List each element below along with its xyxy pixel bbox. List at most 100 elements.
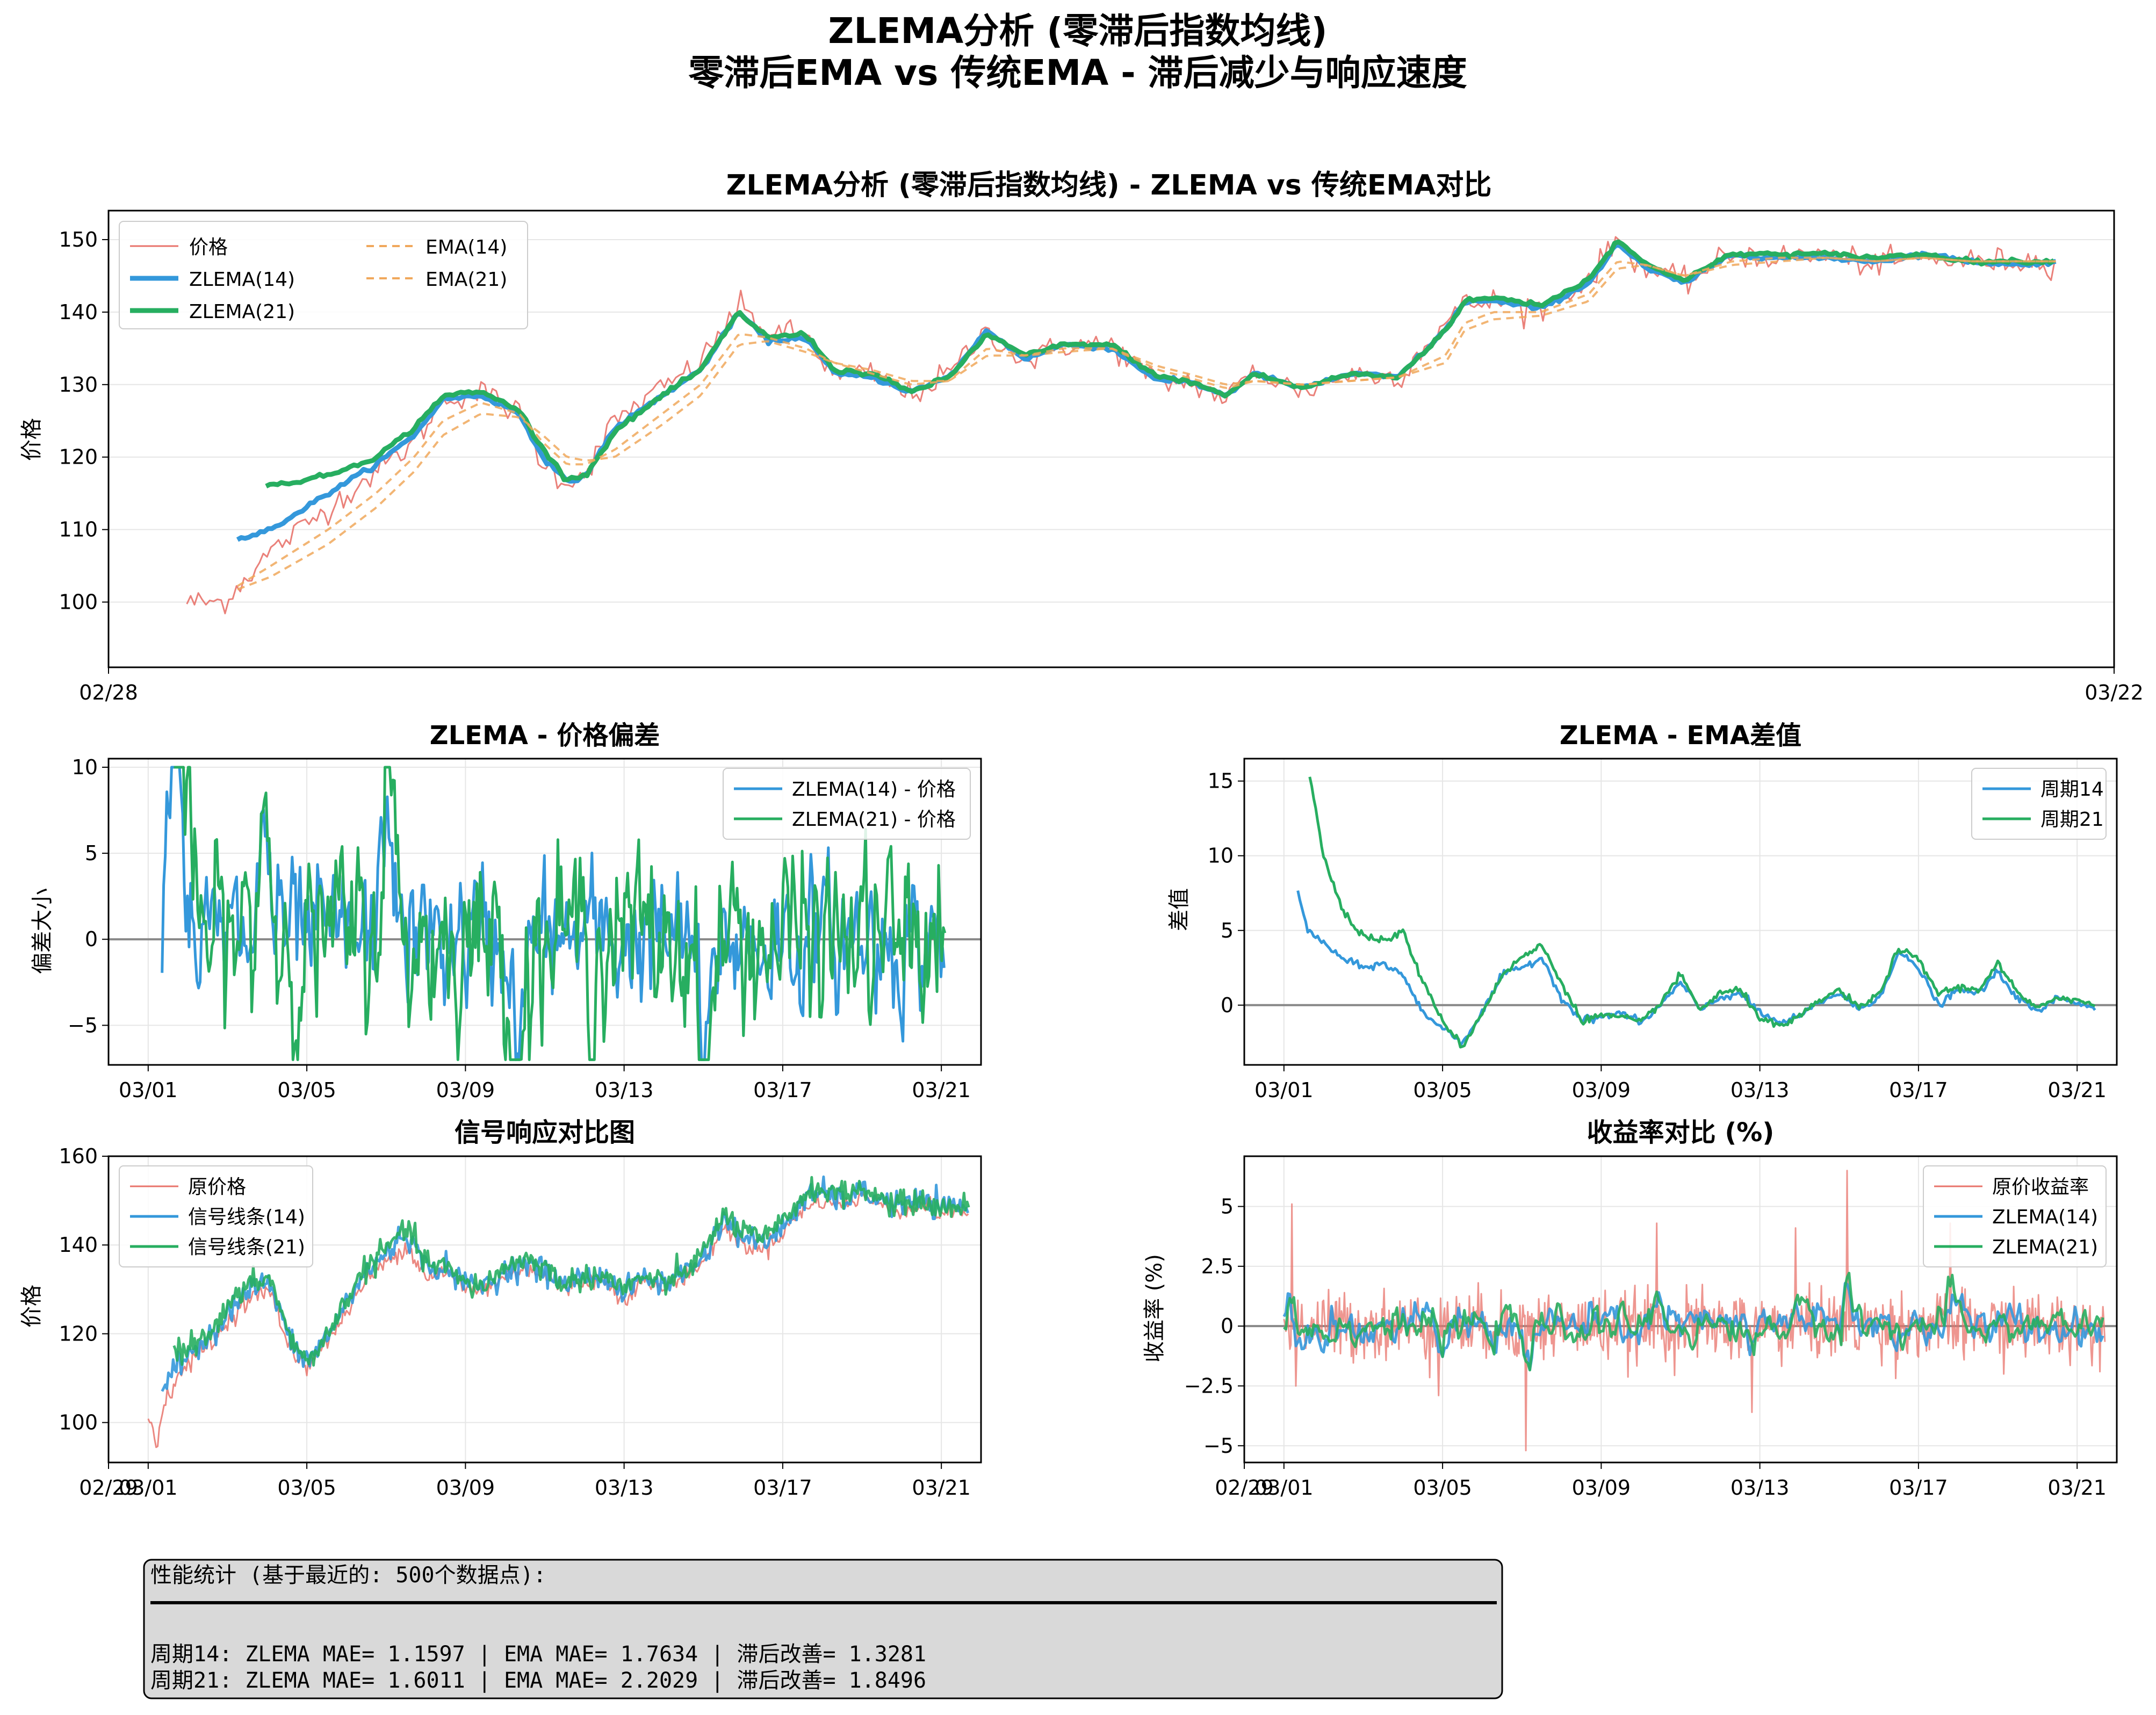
returns-xtick-label: 03/01 <box>1254 1476 1314 1500</box>
main-xtick-label: 03/22 <box>2085 681 2144 704</box>
response-xtick-label: 03/05 <box>277 1476 336 1500</box>
diff-series-line-1 <box>1308 776 2096 1049</box>
lag-xtick-label: 03/13 <box>595 1078 654 1102</box>
returns-xtick-label: 03/17 <box>1889 1476 1948 1500</box>
response-ytick-label: 160 <box>59 1144 98 1168</box>
stats-box: 性能统计 (基于最近的: 500个数据点): 周期14: ZLEMA MAE= … <box>143 1559 1503 1699</box>
main-series-line-4 <box>237 256 2056 590</box>
diff-xtick-label: 03/05 <box>1413 1078 1472 1102</box>
diff-xtick-label: 03/09 <box>1572 1078 1631 1102</box>
lag-chart: −5 0 5 10 03/01 03/05 03/09 03/13 03/17 03/21 ZLEM… <box>68 755 982 1102</box>
lag-xtick-label: 03/21 <box>912 1078 971 1102</box>
returns-series-line-2 <box>1283 1272 2104 1372</box>
returns-chart-title: 收益率对比 (%) <box>1587 1118 1775 1148</box>
lag-xtick-label: 03/09 <box>436 1078 495 1102</box>
main-legend <box>119 221 528 329</box>
stats-box-background <box>143 1559 1503 1699</box>
lag-xtick-label: 03/01 <box>119 1078 178 1102</box>
returns-ytick-label: 2.5 <box>1201 1255 1234 1278</box>
diff-chart-ylabel: 差值 <box>1167 888 1192 931</box>
returns-xtick-label: 03/09 <box>1572 1476 1631 1500</box>
diff-legend-label: 周期14 <box>2040 779 2104 801</box>
main-legend-label: ZLEMA(21) <box>189 301 295 323</box>
response-xtick-label: 03/01 <box>119 1476 178 1500</box>
response-legend-label: 信号线条(21) <box>188 1236 305 1258</box>
main-ytick-label: 130 <box>59 373 98 397</box>
lag-ytick-label: −5 <box>68 1013 98 1037</box>
main-frame <box>107 210 2115 668</box>
lag-xtick-label: 03/17 <box>753 1078 812 1102</box>
main-legend-label: EMA(14) <box>426 236 507 258</box>
returns-ytick-label: 5 <box>1221 1195 1234 1219</box>
main-ytick-label: 100 <box>59 590 98 614</box>
response-ytick-label: 140 <box>59 1233 98 1257</box>
response-legend <box>119 1165 313 1267</box>
response-ytick-label: 120 <box>59 1322 98 1345</box>
returns-xtick-label: 02/29 <box>1215 1476 1274 1500</box>
returns-xtick-label: 03/21 <box>2047 1476 2107 1500</box>
figure-title-line1: ZLEMA分析 (零滞后指数均线) <box>828 10 1327 52</box>
main-xtick-label: 02/28 <box>79 681 138 704</box>
returns-legend-label: ZLEMA(21) <box>1992 1236 2098 1258</box>
lag-ytick-label: 10 <box>72 755 98 779</box>
lag-legend-label: ZLEMA(21) - 价格 <box>792 809 956 831</box>
lag-ytick-label: 0 <box>85 927 98 951</box>
main-ytick-label: 120 <box>59 445 98 469</box>
returns-ytick-label: −5 <box>1203 1434 1234 1458</box>
returns-chart-ylabel: 收益率 (%) <box>1142 1254 1167 1363</box>
returns-ytick-label: −2.5 <box>1184 1374 1234 1398</box>
figure-title-line2: 零滞后EMA vs 传统EMA - 滞后减少与响应速度 <box>688 52 1467 93</box>
response-series-line-2 <box>172 1176 970 1367</box>
lag-chart-title: ZLEMA - 价格偏差 <box>430 720 660 751</box>
diff-legend-label: 周期21 <box>2040 809 2104 831</box>
main-series-line-2 <box>265 239 2056 488</box>
main-legend-label: ZLEMA(14) <box>189 269 295 291</box>
returns-legend-label: ZLEMA(14) <box>1992 1206 2098 1228</box>
main-series-line-3 <box>236 256 2056 587</box>
diff-ytick-label: 5 <box>1221 919 1234 942</box>
lag-chart-ylabel: 偏差大小 <box>30 888 55 974</box>
returns-series-line-0 <box>1283 1170 2106 1452</box>
returns-xtick-label: 03/05 <box>1413 1476 1472 1500</box>
main-legend-label: EMA(21) <box>426 269 507 291</box>
main-chart: 100 110 120 130 140 150 02/28 03/22 价格 ZLEMA(14) Z… <box>59 210 2144 704</box>
response-legend-label: 原价格 <box>188 1176 246 1198</box>
diff-frame <box>1243 758 2118 1066</box>
lag-xtick-label: 03/05 <box>277 1078 336 1102</box>
response-chart-ylabel: 价格 <box>19 1285 44 1328</box>
diff-xtick-label: 03/01 <box>1254 1078 1314 1102</box>
returns-legend <box>1923 1165 2107 1267</box>
main-ytick-label: 140 <box>59 300 98 324</box>
lag-legend-label: ZLEMA(14) - 价格 <box>792 779 956 801</box>
lag-legend <box>723 768 971 840</box>
diff-ytick-label: 15 <box>1208 769 1234 793</box>
stats-line-period14: 周期14: ZLEMA MAE= 1.1597 | EMA MAE= 1.763… <box>150 1642 926 1667</box>
response-xtick-label: 03/17 <box>753 1476 812 1500</box>
response-legend-label: 信号线条(14) <box>188 1206 305 1228</box>
lag-series-line-1 <box>174 766 947 1061</box>
returns-series-line-1 <box>1282 1281 2104 1371</box>
main-series-line-1 <box>236 242 2057 542</box>
stats-header: 性能统计 (基于最近的: 500个数据点): <box>150 1563 546 1588</box>
response-xtick-label: 03/09 <box>436 1476 495 1500</box>
main-chart-ylabel: 价格 <box>19 418 44 461</box>
main-chart-title: ZLEMA分析 (零滞后指数均线) - ZLEMA vs 传统EMA对比 <box>726 169 1492 201</box>
lag-frame <box>107 758 982 1066</box>
diff-chart: 0 5 10 15 03/01 03/05 03/09 03/13 03/17 03/21 周期14… <box>1208 758 2118 1102</box>
diff-ytick-label: 0 <box>1221 993 1234 1017</box>
response-frame <box>107 1155 982 1464</box>
returns-legend-label: 原价收益率 <box>1992 1176 2089 1198</box>
response-xtick-label: 03/21 <box>912 1476 971 1500</box>
lag-ytick-label: 5 <box>85 841 98 865</box>
returns-frame <box>1243 1155 2118 1464</box>
returns-ytick-label: 0 <box>1221 1314 1234 1338</box>
response-xtick-label: 02/29 <box>79 1476 138 1500</box>
diff-chart-title: ZLEMA - EMA差值 <box>1560 720 1801 751</box>
response-ytick-label: 100 <box>59 1411 98 1435</box>
diff-xtick-label: 03/21 <box>2047 1078 2107 1102</box>
response-chart-title: 信号响应对比图 <box>455 1118 635 1148</box>
main-ytick-label: 110 <box>59 518 98 542</box>
